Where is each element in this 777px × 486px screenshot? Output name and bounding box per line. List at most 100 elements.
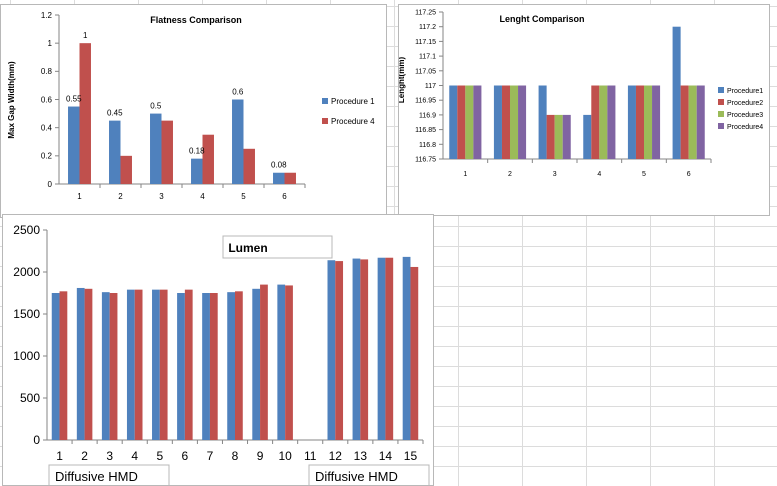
bar-series-2-3 xyxy=(109,293,118,440)
x-tick-label: 3 xyxy=(106,449,113,463)
y-tick-label: 116.8 xyxy=(419,142,436,149)
legend-entry: Procedure 1 xyxy=(331,97,375,106)
legend-swatch xyxy=(718,111,724,117)
y-axis-label: Lenght(mm) xyxy=(399,57,406,104)
y-tick-label: 117.15 xyxy=(415,39,436,46)
bar-series-1-4 xyxy=(126,289,135,440)
bar-procedure1-3 xyxy=(538,85,547,159)
data-label: 0.5 xyxy=(150,102,162,111)
y-tick-label: 0 xyxy=(33,433,40,447)
bar-procedure-4-4 xyxy=(202,134,214,184)
x-tick-label: 8 xyxy=(232,449,239,463)
bar-procedure-1-5 xyxy=(232,99,244,184)
bar-procedure3-1 xyxy=(465,85,474,159)
bar-series-2-6 xyxy=(184,289,193,440)
legend-swatch xyxy=(718,87,724,93)
y-tick-label: 117 xyxy=(425,83,436,90)
bar-procedure2-2 xyxy=(501,85,510,159)
bar-procedure-1-6 xyxy=(273,172,285,184)
flatness-chart-panel[interactable]: Flatness Comparison 0 0.2 0.4 0.6 0.8 1 1.2 0.55… xyxy=(0,4,387,218)
bar-series-1-3 xyxy=(101,292,110,440)
bar-series-1-8 xyxy=(227,292,235,440)
bar-procedure2-1 xyxy=(457,85,466,159)
y-tick-label: 500 xyxy=(20,391,40,405)
bar-series-1-10 xyxy=(277,284,286,440)
bar-series-2-15 xyxy=(410,266,419,440)
bar-series-2-8 xyxy=(235,291,243,440)
legend-swatch xyxy=(322,118,328,124)
y-tick-label: 0 xyxy=(48,180,53,189)
bar-procedure4-3 xyxy=(562,114,571,159)
x-tick-label: 1 xyxy=(463,171,467,178)
bar-procedure-4-3 xyxy=(161,120,173,184)
data-label: 0.18 xyxy=(189,147,205,156)
bar-procedure-1-1 xyxy=(68,106,80,184)
x-tick-label: 14 xyxy=(379,449,393,463)
legend-entry: Procedure 4 xyxy=(331,117,375,126)
bar-series-2-12 xyxy=(335,261,344,440)
y-tick-label: 0.4 xyxy=(41,123,53,132)
x-tick-label: 3 xyxy=(553,171,557,178)
x-tick-label: 2 xyxy=(118,192,123,201)
data-label: 1 xyxy=(83,31,88,40)
data-label: 0.45 xyxy=(107,109,123,118)
x-tick-label: 6 xyxy=(687,171,691,178)
chart-title: Lenght Comparison xyxy=(500,14,585,24)
bar-procedure-1-3 xyxy=(150,113,162,184)
group-label-box xyxy=(48,464,170,485)
length-chart: Lenght Comparison 116.75 116.8 116.85 116.9 1… xyxy=(399,9,763,178)
bar-series-2-13 xyxy=(360,259,369,440)
legend-entry: Procedure1 xyxy=(727,88,763,95)
bar-procedure3-4 xyxy=(599,85,608,159)
bar-series-2-4 xyxy=(134,289,143,440)
x-tick-label: 4 xyxy=(597,171,601,178)
bar-series-2-2 xyxy=(84,288,93,440)
bar-procedure-1-4 xyxy=(191,158,203,184)
bar-series-1-12 xyxy=(327,260,336,440)
legend-entry: Procedure4 xyxy=(727,124,763,131)
y-tick-label: 116.85 xyxy=(415,127,436,134)
lumen-chart-panel[interactable]: Lumen 0 500 1000 1500 2000 2500 1 2 3 4 5 6 7 8 9 10 11 12… xyxy=(2,214,434,486)
bar-series-1-13 xyxy=(352,258,361,440)
x-tick-label: 4 xyxy=(200,192,205,201)
bar-series-1-7 xyxy=(202,293,210,440)
flatness-chart: Flatness Comparison00.20.40.60.811.20.55… xyxy=(7,11,375,201)
bar-procedure2-4 xyxy=(591,85,600,159)
x-tick-label: 6 xyxy=(282,192,287,201)
x-tick-label: 2 xyxy=(81,449,88,463)
x-tick-label: 15 xyxy=(404,449,418,463)
group-label: Diffusive HMD xyxy=(315,469,398,484)
bar-procedure1-6 xyxy=(672,26,681,160)
bar-series-2-5 xyxy=(159,289,168,440)
chart-title-box xyxy=(222,235,333,259)
y-tick-label: 0.2 xyxy=(41,152,53,161)
bar-series-1-15 xyxy=(402,256,411,440)
bar-procedure1-1 xyxy=(449,85,458,159)
bar-procedure3-3 xyxy=(554,114,563,159)
y-tick-label: 116.75 xyxy=(415,156,436,163)
y-tick-label: 116.95 xyxy=(415,98,436,105)
bar-series-2-14 xyxy=(385,257,394,440)
length-chart-panel[interactable]: Lenght Comparison 116.75 116.8 116.85 116.9 1… xyxy=(398,4,770,216)
bar-procedure-4-2 xyxy=(120,155,132,184)
chart-title: Lumen xyxy=(228,241,267,255)
bar-series-1-2 xyxy=(76,287,85,440)
x-tick-label: 5 xyxy=(156,449,163,463)
y-tick-label: 1 xyxy=(48,39,53,48)
y-tick-label: 117.2 xyxy=(419,24,436,31)
bar-series-2-10 xyxy=(285,285,293,440)
y-tick-label: 116.9 xyxy=(419,112,436,119)
x-tick-label: 3 xyxy=(159,192,164,201)
bar-series-2-1 xyxy=(59,291,68,440)
bar-series-1-6 xyxy=(177,293,185,440)
bar-procedure2-3 xyxy=(546,114,555,159)
y-tick-label: 117.05 xyxy=(415,68,436,75)
bar-procedure-4-6 xyxy=(284,172,296,184)
bar-procedure2-6 xyxy=(680,85,689,159)
x-tick-label: 1 xyxy=(77,192,82,201)
data-label: 0.6 xyxy=(232,88,244,97)
bar-procedure3-6 xyxy=(688,85,697,159)
legend-entry: Procedure2 xyxy=(727,100,763,107)
bar-procedure2-5 xyxy=(635,85,644,159)
